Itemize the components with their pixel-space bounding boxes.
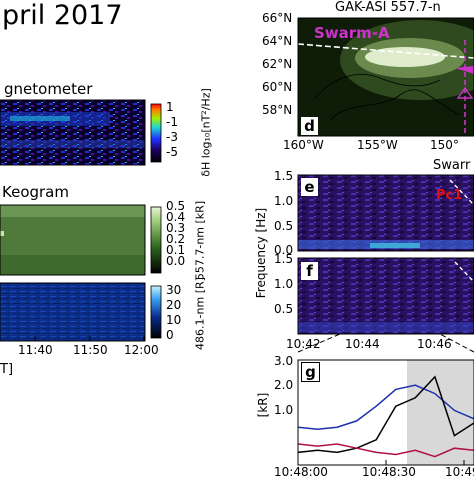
magnetometer-title: gnetometer [4,80,93,98]
spec-e-tick-2: 0.5 [274,219,294,233]
spec-f-tick-2: 0.5 [274,302,294,316]
lon-tick-2: 150° [430,138,459,152]
g-y-tick-1: 2.0 [274,378,294,392]
map-title: GAK-ASI 557.7-n [335,0,441,15]
panel-letter-f: f [301,262,318,280]
spec-e-tick-0: 1.5 [274,169,294,183]
green-tick-4: 0.1 [166,243,186,257]
spectrogram-f [298,258,474,334]
dh-tick-3: -5 [166,145,178,159]
spectrogram-e [298,175,474,251]
frequency-axis-label: Frequency [Hz] [254,207,268,299]
line-panel-ylabel: [kR] [256,392,270,418]
blue-tick-0: 30 [166,283,182,297]
keogram-486-panel [0,283,145,341]
g-y-tick-0: 3.0 [274,354,294,368]
shaded-interval [407,360,474,465]
g-x-tick-0: 10:48:00 [274,465,328,479]
panel-letter-g: g [301,362,320,382]
g-x-tick-1: 10:48:30 [362,465,416,479]
lat-tick-0: 66°N [262,11,293,25]
series-line-red [297,443,474,458]
spec-e-tick-1: 1.0 [274,194,294,208]
green-tick-3: 0.2 [166,232,186,246]
dh-tick-2: -3 [166,130,178,144]
spec-time-tick-2: 10:46 [417,337,452,351]
lon-tick-1: 155°W [357,138,398,152]
line-series-group [297,375,474,458]
pc1-label: Pc1 [436,188,463,203]
g-y-tick-2: 1.0 [274,403,294,417]
magnetometer-spectrogram [0,100,145,165]
dh-colorbar [150,103,162,163]
swarm-a-label: Swarm-A [314,24,390,42]
series-line-black [297,375,474,454]
left-bottom-fragment: T] [0,362,14,377]
left-time-tick-0: 11:40 [18,343,53,357]
spec-f-tick-0: 1.5 [274,252,294,266]
left-time-tick-1: 11:50 [73,343,108,357]
figure-date-title: pril 2017 [2,0,123,31]
blue-tick-1: 20 [166,298,182,312]
g-x-tick-2: 10:49 [445,465,474,479]
green-tick-0: 0.5 [166,199,186,213]
spec-e-tick-3: 0.0 [274,243,294,257]
spec-time-tick-0: 10:42 [286,337,321,351]
blue-tick-2: 10 [166,313,182,327]
panel-letter-d: d [301,117,318,135]
blue-colorbar [150,285,162,339]
keogram-title: Keogram [2,183,69,201]
swarm-label-e: Swarr [433,158,471,173]
dh-tick-0: 1 [166,100,174,114]
lat-tick-2: 62°N [262,57,293,71]
green-tick-2: 0.3 [166,221,186,235]
blue-tick-3: 0 [166,328,174,342]
lat-tick-3: 60°N [262,80,293,94]
panel-letter-e: e [301,178,318,196]
green-tick-1: 0.4 [166,210,186,224]
lat-tick-1: 64°N [262,34,293,48]
green-tick-5: 0.0 [166,254,186,268]
spec-f-tick-1: 1.0 [274,277,294,291]
series-line-blue [297,384,474,431]
spec-time-tick-1: 10:44 [345,337,380,351]
dh-colorbar-label: δH log₁₀[nT²/Hz] [199,88,213,177]
lon-tick-0: 160°W [283,138,324,152]
lat-tick-4: 58°N [262,103,293,117]
left-time-tick-2: 12:00 [124,343,159,357]
blue-colorbar-label: 486.1-nm [R] [193,277,207,350]
green-colorbar [150,206,162,274]
dh-tick-1: -1 [166,115,178,129]
